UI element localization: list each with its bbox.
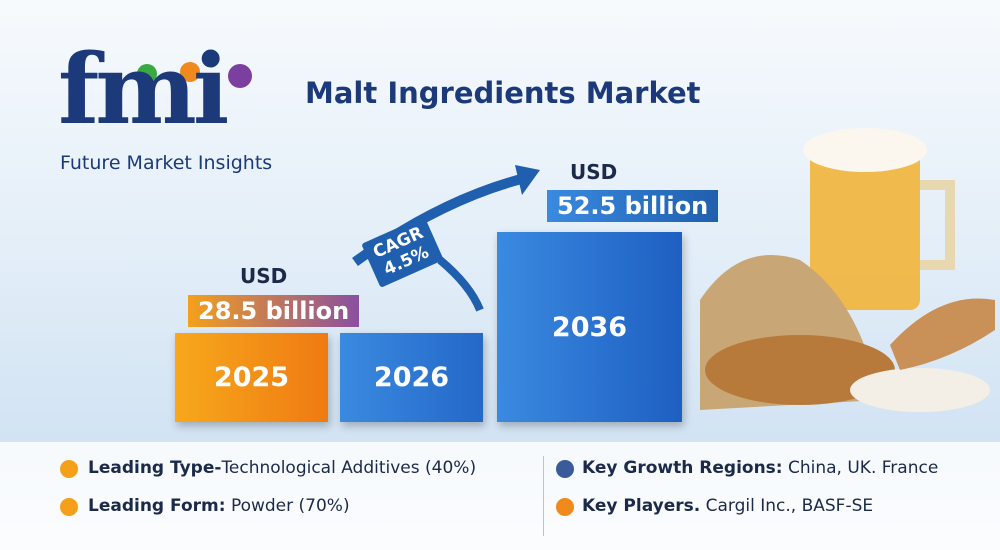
icon [556,498,574,516]
icon [60,498,78,516]
currency: USD [570,160,618,184]
bar: 2026 [340,333,483,422]
fact-label: Key Growth Regions: [582,458,783,478]
fact: Leading Type-Technological Additives (40… [88,458,476,478]
value-badge: 28.5 billion [188,295,360,327]
fact-text: Powder (70%) [230,496,350,516]
icon [556,460,574,478]
bar: 2036 [497,232,682,422]
title: Malt Ingredients Market [305,76,701,110]
bar: 2025 [175,333,328,422]
value-badge: 52.5 billion [547,190,719,222]
currency: USD [240,264,288,288]
logo-name: Future Market Insights [60,152,273,174]
fact-label: Key Players. [582,496,701,516]
fact: Leading Form: Powder (70%) [88,496,350,516]
fact-label: Leading Form: [88,496,226,516]
fact-text: Cargil Inc., BASF-SE [705,496,874,516]
facts-panel: Leading Type-Technological Additives (40… [0,442,1000,550]
fact-text: China, UK. France [788,458,939,478]
fact: Key Growth Regions: China, UK. France [582,458,938,478]
fact: Key Players. Cargil Inc., BASF-SE [582,496,873,516]
fact-text: Technological Additives (40%) [221,458,477,478]
divider [543,456,544,536]
fact-label: Leading Type- [88,458,222,478]
icon [60,460,78,478]
logo: fmi [58,33,229,146]
